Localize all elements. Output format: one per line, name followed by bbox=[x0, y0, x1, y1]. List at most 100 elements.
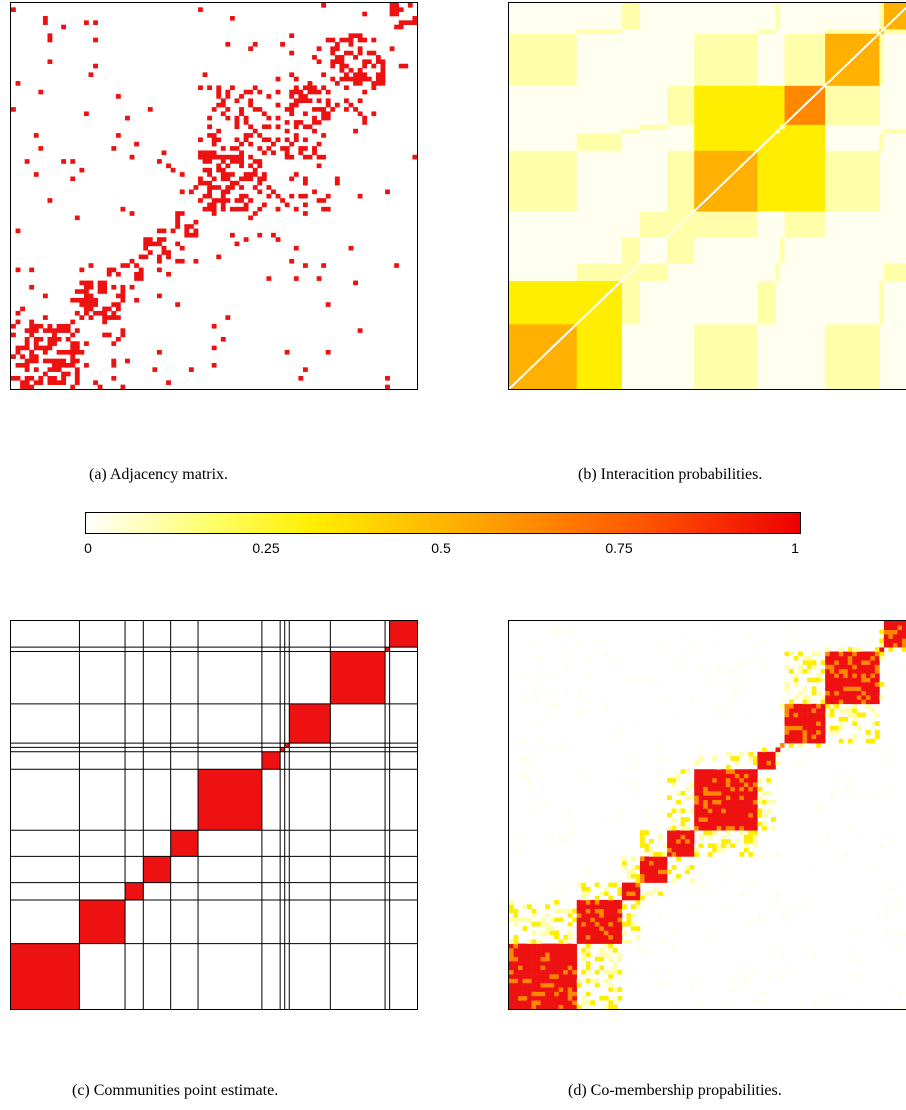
co-membership-cell bbox=[563, 943, 569, 949]
co-membership-cell bbox=[725, 773, 731, 779]
co-membership-cell bbox=[861, 695, 867, 700]
co-membership-cell bbox=[608, 913, 614, 918]
adjacency-edge bbox=[398, 7, 404, 12]
adjacency-edge bbox=[47, 345, 53, 351]
co-membership-cell bbox=[698, 791, 704, 796]
co-membership-cell bbox=[838, 651, 844, 657]
adjacency-edge bbox=[56, 349, 62, 355]
co-membership-cell bbox=[816, 651, 821, 657]
co-membership-cell bbox=[621, 860, 627, 866]
co-membership-cell bbox=[897, 621, 903, 626]
co-membership-cell bbox=[721, 777, 727, 783]
co-membership-cell bbox=[734, 808, 740, 814]
co-membership-cell bbox=[761, 799, 767, 805]
co-membership-cell bbox=[761, 751, 767, 757]
adjacency-edge bbox=[248, 163, 254, 169]
co-membership-cell bbox=[554, 1004, 559, 1009]
co-membership-cell bbox=[852, 686, 858, 692]
co-membership-cell bbox=[739, 830, 745, 835]
interaction-block bbox=[757, 150, 776, 212]
adjacency-edge bbox=[275, 89, 281, 95]
adjacency-edge bbox=[188, 232, 194, 238]
co-membership-cell bbox=[513, 987, 519, 992]
co-membership-cell bbox=[712, 703, 718, 709]
co-membership-cell bbox=[725, 795, 731, 801]
co-membership-cell bbox=[513, 965, 519, 971]
co-membership-cell bbox=[630, 856, 636, 862]
interaction-block bbox=[883, 280, 906, 325]
co-membership-cell bbox=[509, 961, 514, 966]
adjacency-edge bbox=[179, 258, 185, 264]
co-membership-cell bbox=[518, 1004, 523, 1009]
co-membership-cell bbox=[585, 908, 591, 914]
adjacency-edge bbox=[229, 16, 235, 21]
co-membership-cell bbox=[757, 764, 763, 770]
interaction-block bbox=[825, 263, 880, 281]
co-membership-cell bbox=[513, 956, 519, 962]
adjacency-edge bbox=[243, 89, 249, 95]
adjacency-edge bbox=[339, 68, 345, 73]
co-membership-cell bbox=[603, 651, 609, 657]
adjacency-edge bbox=[330, 37, 336, 43]
co-membership-cell bbox=[694, 812, 700, 818]
co-membership-cell bbox=[820, 699, 826, 705]
adjacency-edge bbox=[280, 146, 286, 151]
adjacency-edge bbox=[225, 198, 231, 203]
co-membership-cell bbox=[635, 878, 641, 883]
co-membership-cell bbox=[667, 825, 672, 831]
interaction-block bbox=[576, 263, 623, 281]
co-membership-cell bbox=[829, 695, 835, 700]
co-membership-cell bbox=[653, 843, 659, 848]
co-membership-cell bbox=[536, 952, 541, 957]
co-membership-cell bbox=[865, 682, 871, 687]
interaction-block bbox=[576, 33, 623, 86]
adjacency-edge bbox=[312, 150, 317, 156]
co-membership-cell bbox=[671, 817, 677, 822]
adjacency-edge bbox=[380, 76, 386, 82]
adjacency-edge bbox=[353, 107, 358, 112]
co-membership-cell bbox=[581, 908, 587, 914]
co-membership-cell bbox=[752, 969, 758, 975]
co-membership-cell bbox=[612, 734, 618, 740]
co-membership-cell bbox=[838, 725, 844, 731]
interaction-block bbox=[667, 263, 695, 281]
adjacency-edge bbox=[56, 323, 62, 329]
adjacency-edge bbox=[239, 154, 244, 160]
adjacency-edge bbox=[371, 111, 377, 117]
co-membership-cell bbox=[540, 995, 546, 1001]
adjacency-edge bbox=[362, 76, 368, 82]
co-membership-cell bbox=[712, 830, 718, 835]
co-membership-cell bbox=[563, 908, 569, 914]
adjacency-edge bbox=[234, 241, 240, 247]
co-membership-cell bbox=[865, 642, 871, 648]
co-membership-cell bbox=[527, 1004, 532, 1009]
adjacency-edge bbox=[316, 198, 322, 203]
co-membership-cell bbox=[825, 834, 830, 840]
co-membership-cell bbox=[698, 756, 704, 761]
co-membership-cell bbox=[847, 655, 853, 661]
co-membership-cell bbox=[834, 703, 840, 709]
co-membership-cell bbox=[730, 799, 736, 805]
co-membership-cell bbox=[621, 939, 627, 944]
co-membership-cell bbox=[716, 825, 722, 831]
adjacency-edge bbox=[307, 89, 313, 95]
adjacency-edge bbox=[293, 76, 299, 82]
co-membership-cell bbox=[698, 782, 704, 787]
co-membership-cell bbox=[703, 782, 709, 787]
co-membership-cell bbox=[639, 843, 645, 848]
adjacency-edge bbox=[412, 16, 417, 21]
co-membership-cell bbox=[852, 703, 858, 709]
co-membership-cell bbox=[617, 908, 623, 914]
adjacency-edge bbox=[266, 193, 272, 199]
co-membership-cell bbox=[567, 987, 573, 992]
adjacency-edge bbox=[111, 315, 117, 320]
co-membership-cell bbox=[567, 956, 573, 962]
co-membership-cell bbox=[563, 838, 569, 844]
co-membership-cell bbox=[694, 760, 700, 766]
adjacency-edge bbox=[70, 362, 76, 368]
adjacency-edge bbox=[47, 328, 53, 333]
adjacency-edge bbox=[42, 371, 48, 377]
co-membership-cell bbox=[644, 947, 650, 953]
adjacency-edge bbox=[207, 180, 213, 186]
co-membership-cell bbox=[816, 721, 821, 726]
